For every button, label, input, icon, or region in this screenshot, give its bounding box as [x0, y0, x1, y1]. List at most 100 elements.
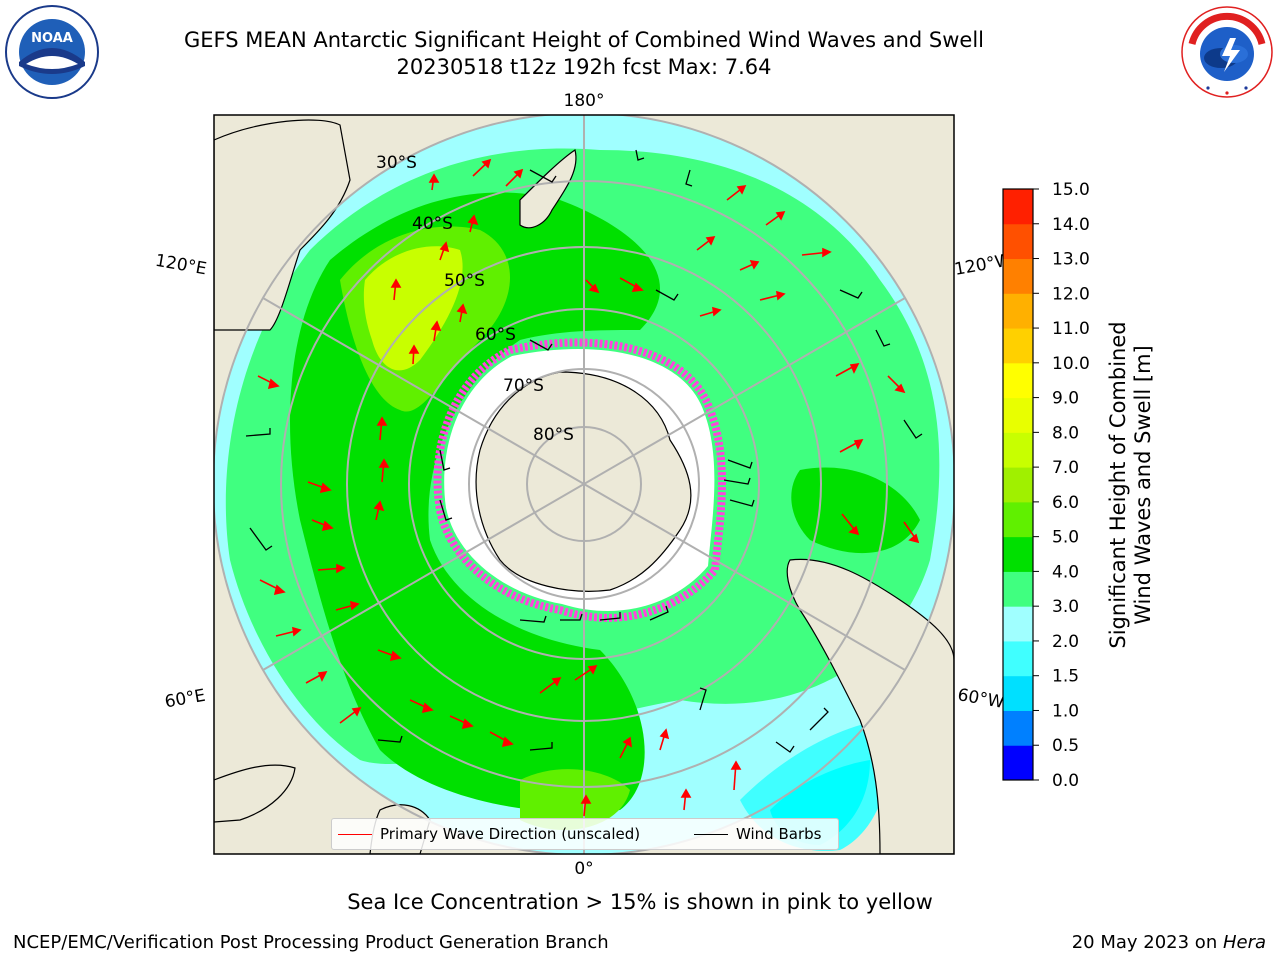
wave-arrow: [257, 375, 280, 390]
wind-barb: [655, 289, 679, 301]
footer-date: 20 May 2023 on Hera: [1072, 932, 1266, 953]
wave-arrow: [390, 278, 402, 301]
wave-arrow: [903, 521, 920, 544]
lat-label-80s: 80°S: [533, 425, 574, 445]
colorbar-tick-label: 14.0: [1052, 215, 1090, 235]
wave-arrow: [619, 277, 644, 292]
wave-arrow: [696, 236, 716, 251]
wave-arrow: [275, 626, 302, 637]
wind-barb: [723, 477, 751, 485]
wind-barb: [377, 735, 403, 743]
wind-barb: [439, 449, 451, 471]
footer-credit: NCEP/EMC/Verification Post Processing Pr…: [13, 932, 609, 953]
colorbar-segment: [1003, 432, 1033, 468]
colorbar-segment: [1003, 189, 1033, 225]
lon-label-120e: 120°E: [154, 251, 208, 280]
lat-label-60s: 60°S: [475, 325, 516, 345]
colorbar-segment: [1003, 258, 1033, 294]
colorbar-segment: [1003, 710, 1033, 746]
wind-barbs: [245, 149, 923, 753]
nws-logo: [1181, 6, 1273, 98]
colorbar-segment: [1003, 675, 1033, 711]
colorbar-tick-label: 12.0: [1052, 284, 1090, 304]
lat-label-70s: 70°S: [503, 376, 544, 396]
colorbar-tick-label: 10.0: [1052, 354, 1090, 374]
chart-title: GEFS MEAN Antarctic Significant Height o…: [183, 28, 985, 52]
chart-subtitle: 20230518 t12z 192h fcst Max: 7.64: [396, 55, 772, 79]
wind-barb: [699, 687, 707, 711]
wave-arrow: [730, 760, 742, 791]
wind-barb: [249, 527, 273, 551]
wave-arrow: [449, 715, 474, 730]
wave-arrow: [801, 247, 832, 258]
legend-swatch-red-line: [338, 834, 372, 835]
wind-barb: [439, 499, 453, 521]
wave-arrow: [378, 458, 390, 483]
lon-label-60w: 60°W: [956, 685, 1006, 713]
legend-item-wind-barbs: Wind Barbs: [694, 825, 821, 843]
colorbar-segment: [1003, 745, 1033, 781]
colorbar-tick-label: 1.0: [1052, 701, 1079, 721]
colorbar-segment: [1003, 571, 1033, 607]
wind-barb: [727, 459, 753, 469]
colorbar-segment: [1003, 293, 1033, 329]
wind-barb: [685, 169, 693, 187]
wave-arrow: [439, 241, 450, 261]
wave-arrow: [259, 579, 286, 596]
wave-arrow: [472, 158, 492, 177]
colorbar-tick-label: 7.0: [1052, 458, 1079, 478]
colorbar-tick-label: 5.0: [1052, 528, 1079, 548]
wave-arrow: [317, 563, 346, 574]
colorbar-segment: [1003, 397, 1033, 433]
wave-arrow: [456, 303, 468, 323]
graticule: [214, 115, 954, 854]
wind-barb: [875, 329, 891, 347]
colorbar-tick-label: 2.0: [1052, 632, 1079, 652]
wave-arrow: [726, 185, 747, 201]
sea-ice-edge: [433, 338, 726, 622]
wind-barb: [649, 605, 669, 621]
wave-arrow: [680, 788, 692, 811]
colorbar-tick-label: 0.5: [1052, 736, 1079, 756]
wave-arrow: [467, 214, 479, 233]
colorbar-tick-label: 8.0: [1052, 423, 1079, 443]
lat-label-50s: 50°S: [444, 271, 485, 291]
colorbar-tick-label: 3.0: [1052, 597, 1079, 617]
colorbar-tick-label: 1.5: [1052, 667, 1079, 687]
colorbar-frame: [1002, 188, 1034, 781]
colorbar-tick-label: 9.0: [1052, 389, 1079, 409]
wind-barb: [903, 419, 923, 439]
colorbar-segment: [1003, 606, 1033, 642]
legend-swatch-black-line: [694, 834, 728, 835]
colorbar-tick-label: 0.0: [1052, 771, 1079, 791]
colorbar-tick-label: 11.0: [1052, 319, 1090, 339]
wind-barb: [560, 613, 583, 621]
colorbar-segment: [1003, 467, 1033, 503]
new-zealand-land: [519, 149, 577, 229]
wind-barb: [529, 742, 553, 751]
colorbar-tick-label: 13.0: [1052, 250, 1090, 270]
wave-arrow: [580, 794, 592, 817]
wind-barb: [729, 499, 755, 507]
wave-arrow: [408, 344, 420, 365]
map-frame: [213, 114, 955, 855]
wind-barb: [839, 289, 863, 299]
wave-arrow: [839, 438, 864, 453]
wave-arrow: [759, 290, 786, 301]
noaa-logo: NOAA: [5, 5, 99, 99]
wave-arrow: [539, 677, 562, 694]
colorbar-tick-label: 15.0: [1052, 180, 1090, 200]
wave-arrow: [765, 211, 786, 226]
wind-barb: [599, 612, 621, 621]
africa-land: [214, 764, 296, 823]
colorbar-segment: [1003, 536, 1033, 572]
wave-arrow: [659, 728, 670, 751]
wind-barb: [529, 339, 553, 351]
colorbar-segment: [1003, 362, 1033, 399]
footer-host: Hera: [1222, 932, 1266, 953]
noaa-logo-text: NOAA: [31, 31, 73, 46]
footer-date-text: 20 May 2023 on: [1071, 932, 1223, 953]
wave-arrow: [841, 513, 860, 536]
colorbar-segment: [1003, 501, 1033, 538]
